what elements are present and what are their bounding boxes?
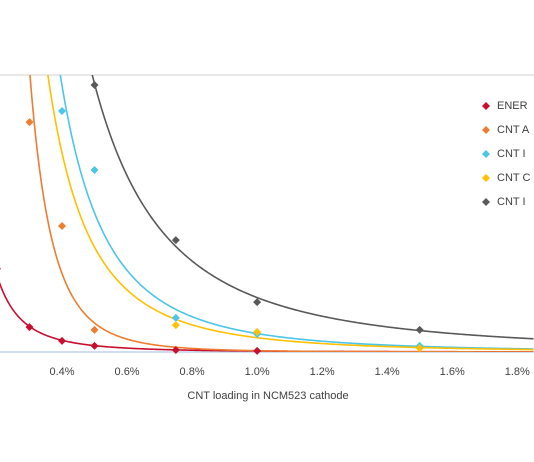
- point: [415, 344, 424, 353]
- x-tick-label: 1.8%: [505, 366, 530, 378]
- point: [253, 298, 262, 307]
- point: [90, 80, 99, 89]
- x-tick-label: 0.6%: [115, 366, 140, 378]
- point: [171, 236, 180, 245]
- trendline: [29, 75, 534, 352]
- point: [58, 221, 67, 230]
- x-tick-label: 1.6%: [440, 366, 465, 378]
- x-axis-title: CNT loading in NCM523 cathode: [187, 390, 348, 402]
- point: [58, 107, 67, 116]
- point: [90, 166, 99, 175]
- legend-marker: [482, 198, 490, 206]
- x-tick-label: 1.2%: [310, 366, 335, 378]
- point: [253, 328, 262, 337]
- point: [90, 325, 99, 334]
- trendline: [47, 75, 534, 351]
- legend-marker: [482, 126, 490, 134]
- point: [171, 313, 180, 322]
- legend-label: CNT C: [497, 172, 530, 184]
- point: [25, 118, 34, 127]
- legend-label: CNT I: [497, 148, 526, 160]
- legend-label: CNT I: [497, 196, 526, 208]
- trendline: [0, 281, 534, 352]
- point: [415, 325, 424, 334]
- x-tick-label: 1.4%: [375, 366, 400, 378]
- point: [171, 321, 180, 330]
- point: [58, 336, 67, 345]
- point: [0, 267, 1, 270]
- x-tick-label: 1.0%: [245, 366, 270, 378]
- trendline: [91, 75, 534, 340]
- trendline: [59, 75, 534, 350]
- legend-marker: [482, 174, 490, 182]
- legend-marker: [482, 102, 490, 110]
- x-tick-label: 0.4%: [49, 366, 74, 378]
- legend-label: ENER: [497, 100, 528, 112]
- x-tick-label: 0.8%: [180, 366, 205, 378]
- legend-marker: [482, 150, 490, 158]
- point: [25, 323, 34, 332]
- legend-label: CNT A: [497, 124, 530, 136]
- point: [171, 346, 180, 355]
- point: [253, 346, 262, 355]
- point: [90, 341, 99, 350]
